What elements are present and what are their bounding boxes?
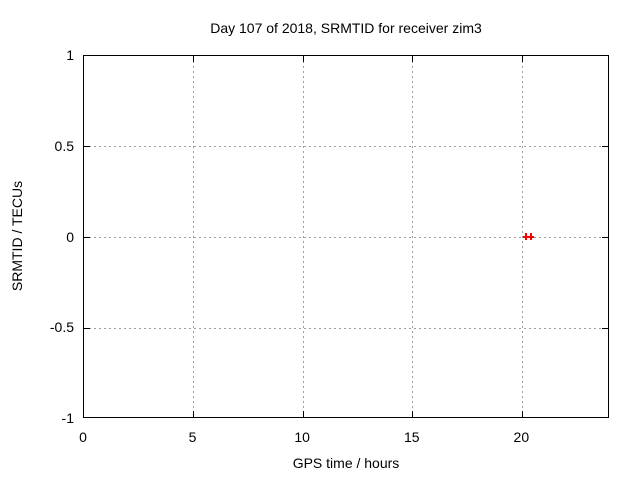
x-tick-label-0: 0	[79, 429, 87, 445]
plot-area	[83, 55, 609, 418]
x-tick-label-10: 10	[294, 429, 310, 445]
tick-x-10-top	[302, 56, 304, 62]
gridline-x-20	[521, 56, 523, 417]
x-tick-label-5: 5	[188, 429, 197, 445]
gridline-x-10	[302, 56, 304, 417]
tick-x-15-top	[412, 56, 414, 62]
tick-x-5-bottom	[193, 411, 195, 417]
tick-y--0.5-right	[602, 327, 608, 329]
y-tick-label-1: 1	[66, 47, 74, 63]
gridline-y--0.5	[84, 327, 608, 329]
tick-x-15-bottom	[412, 411, 414, 417]
data-point-marker	[522, 233, 530, 240]
gridline-x-5	[193, 56, 195, 417]
tick-x-10-bottom	[302, 411, 304, 417]
y-tick-label--1: -1	[61, 410, 74, 426]
y-tick-label--0.5: -0.5	[49, 319, 74, 336]
tick-y-0-left	[84, 237, 90, 238]
gridline-y-0.5	[84, 146, 608, 148]
tick-y-0.5-right	[602, 146, 608, 148]
tick-y-0.5-left	[84, 146, 90, 148]
y-tick-label-0.5: 0.5	[54, 137, 74, 154]
x-tick-label-20: 20	[513, 429, 530, 445]
tick-y-0-right	[602, 237, 608, 238]
plus-icon-vertical	[525, 233, 528, 240]
x-tick-label-15: 15	[403, 429, 420, 445]
tick-x-20-top	[521, 56, 523, 62]
tick-x-20-bottom	[521, 411, 523, 417]
chart-title: Day 107 of 2018, SRMTID for receiver zim…	[210, 20, 482, 36]
x-axis-label: GPS time / hours	[292, 455, 400, 471]
gridline-x-15	[412, 56, 414, 417]
tick-y--0.5-left	[84, 327, 90, 329]
tick-x-5-top	[193, 56, 195, 62]
y-tick-label-0: 0	[66, 228, 74, 245]
gridline-y-0	[84, 237, 608, 238]
plus-icon-vertical	[529, 233, 532, 240]
data-point-marker	[527, 233, 535, 240]
